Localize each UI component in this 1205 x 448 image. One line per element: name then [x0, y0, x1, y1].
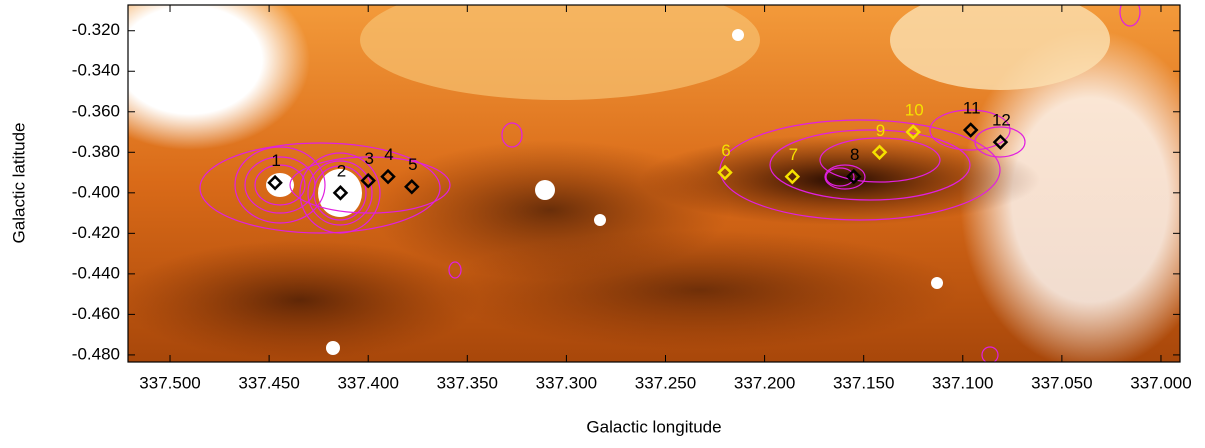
source-marker	[717, 164, 733, 181]
source-marker	[332, 185, 349, 201]
y-tick-label: -0.460	[72, 304, 120, 323]
x-tick-label: 337.400	[337, 373, 398, 392]
y-tick-label: -0.440	[72, 263, 120, 282]
source-label: 9	[876, 121, 885, 140]
source-marker	[404, 178, 420, 195]
source-label: 10	[905, 101, 924, 120]
y-tick-label: -0.340	[72, 61, 120, 80]
x-tick-label: 337.500	[139, 373, 200, 392]
y-tick-label: -0.480	[72, 344, 120, 363]
source-label: 4	[384, 145, 393, 164]
y-axis-title: Galactic latitude	[9, 123, 28, 244]
source-marker	[267, 174, 283, 191]
x-tick-label: 337.050	[1031, 373, 1092, 392]
source-label: 2	[337, 161, 346, 180]
source-marker	[962, 122, 979, 138]
source-label: 8	[850, 145, 859, 164]
x-tick-label: 337.250	[635, 373, 696, 392]
y-tick-label: -0.320	[72, 20, 120, 39]
x-axis-title: Galactic longitude	[586, 417, 721, 436]
source-label: 5	[408, 155, 417, 174]
source-marker	[380, 168, 396, 185]
x-tick-label: 337.200	[734, 373, 795, 392]
source-label: 6	[721, 141, 730, 160]
x-tick-label: 337.100	[932, 373, 993, 392]
x-tick-label: 337.300	[536, 373, 597, 392]
y-tick-label: -0.360	[72, 101, 120, 120]
y-tick-label: -0.420	[72, 223, 120, 242]
source-label: 3	[364, 149, 373, 168]
source-marker	[905, 124, 922, 140]
x-tick-label: 337.150	[833, 373, 894, 392]
source-marker	[871, 144, 888, 161]
x-tick-label: 337.000	[1130, 373, 1191, 392]
source-label: 11	[963, 98, 981, 117]
source-marker	[360, 172, 376, 189]
source-marker	[784, 168, 801, 185]
y-tick-label: -0.400	[72, 182, 120, 201]
x-tick-label: 337.350	[437, 373, 498, 392]
source-label: 12	[992, 111, 1011, 130]
source-marker	[846, 168, 862, 185]
image-background	[128, 5, 1180, 362]
source-marker	[992, 134, 1009, 150]
plot-frame	[127, 4, 1181, 363]
y-tick-label: -0.380	[72, 142, 120, 161]
source-label: 7	[789, 145, 798, 164]
x-tick-label: 337.450	[238, 373, 299, 392]
source-label: 1	[271, 151, 280, 170]
